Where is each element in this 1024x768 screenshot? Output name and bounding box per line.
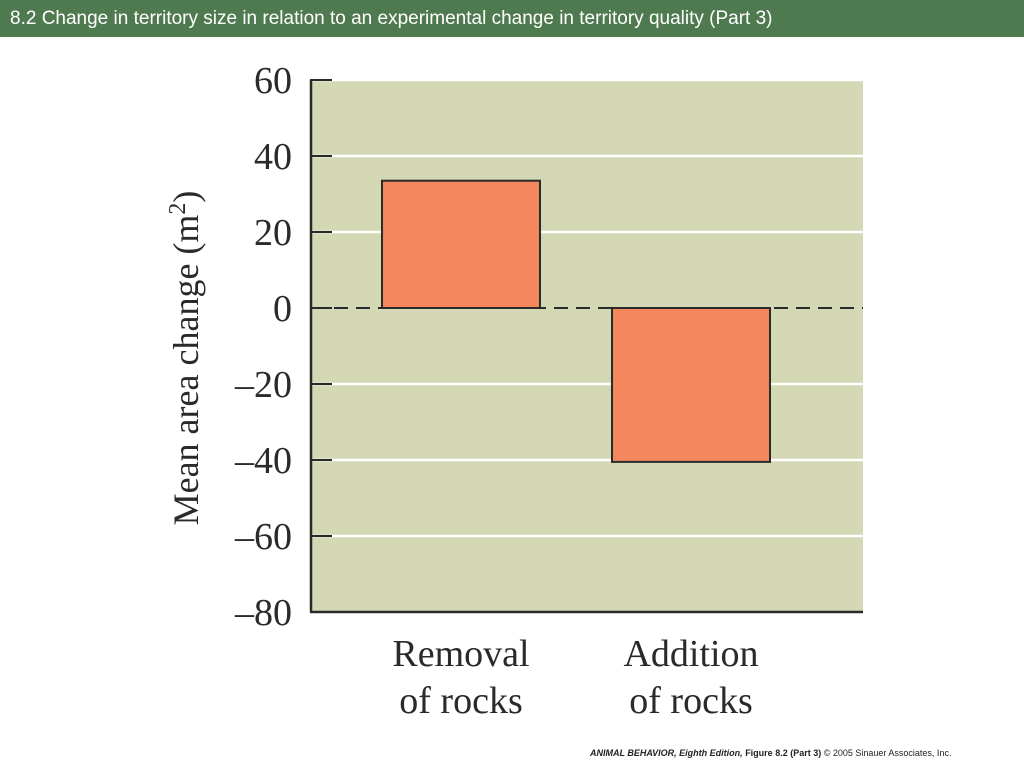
y-tick-label: 0 <box>273 288 292 330</box>
y-tick-label: –60 <box>234 516 292 558</box>
y-tick-label: –80 <box>234 592 292 634</box>
slide-title: 8.2 Change in territory size in relation… <box>0 0 1024 37</box>
bars <box>381 179 771 463</box>
y-axis-ticks: 60 40 20 0 –20 –40 –60 –80 <box>234 60 332 634</box>
credit-figure: Figure 8.2 (Part 3) <box>745 748 822 758</box>
grid-lines <box>312 78 863 538</box>
figure-credit: ANIMAL BEHAVIOR, Eighth Edition, Figure … <box>590 748 1010 758</box>
credit-book: ANIMAL BEHAVIOR, Eighth Edition, <box>590 748 743 758</box>
bar <box>381 179 541 309</box>
y-tick-label: 60 <box>254 60 292 102</box>
y-tick-label: –40 <box>234 440 292 482</box>
y-axis-label: Mean area change (m2) <box>165 191 206 526</box>
bar <box>611 307 771 463</box>
plot-background <box>312 80 863 612</box>
x-category-label: Removal <box>392 633 529 675</box>
credit-copyright: © 2005 Sinauer Associates, Inc. <box>823 748 952 758</box>
y-tick-label: –20 <box>234 364 292 406</box>
y-tick-label: 20 <box>254 212 292 254</box>
x-axis-categories: Removal of rocks Addition of rocks <box>392 633 758 722</box>
x-category-label: Addition <box>623 633 758 675</box>
y-tick-label: 40 <box>254 136 292 178</box>
x-category-label: of rocks <box>399 680 522 722</box>
x-category-label: of rocks <box>629 680 752 722</box>
